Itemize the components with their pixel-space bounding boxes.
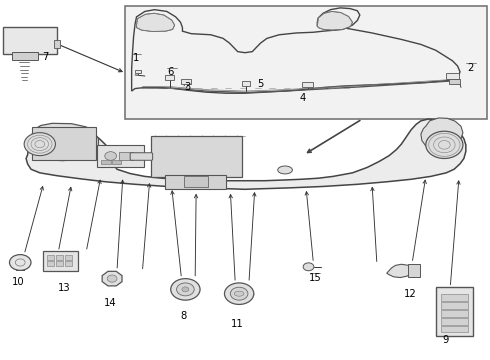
FancyBboxPatch shape bbox=[184, 176, 208, 187]
Text: 1: 1 bbox=[133, 53, 140, 63]
FancyBboxPatch shape bbox=[65, 255, 72, 260]
Polygon shape bbox=[421, 118, 463, 148]
FancyBboxPatch shape bbox=[97, 145, 144, 167]
FancyBboxPatch shape bbox=[120, 152, 133, 160]
FancyBboxPatch shape bbox=[441, 310, 468, 317]
FancyBboxPatch shape bbox=[165, 175, 226, 189]
FancyBboxPatch shape bbox=[125, 6, 487, 119]
Circle shape bbox=[105, 152, 117, 160]
FancyBboxPatch shape bbox=[441, 302, 468, 309]
FancyBboxPatch shape bbox=[54, 40, 60, 48]
Polygon shape bbox=[318, 12, 352, 30]
FancyBboxPatch shape bbox=[135, 70, 141, 73]
Polygon shape bbox=[102, 271, 122, 286]
FancyBboxPatch shape bbox=[47, 261, 54, 266]
FancyBboxPatch shape bbox=[436, 287, 473, 336]
FancyBboxPatch shape bbox=[441, 318, 468, 324]
Text: 12: 12 bbox=[404, 289, 416, 299]
Circle shape bbox=[171, 279, 200, 300]
FancyBboxPatch shape bbox=[165, 75, 174, 80]
Polygon shape bbox=[137, 13, 174, 32]
FancyBboxPatch shape bbox=[65, 261, 72, 266]
Polygon shape bbox=[387, 264, 412, 278]
Text: 4: 4 bbox=[299, 93, 306, 103]
FancyBboxPatch shape bbox=[56, 255, 63, 260]
Text: 6: 6 bbox=[168, 67, 174, 77]
Text: 9: 9 bbox=[442, 334, 448, 345]
FancyBboxPatch shape bbox=[3, 27, 57, 54]
FancyBboxPatch shape bbox=[441, 294, 468, 301]
Text: 15: 15 bbox=[309, 273, 321, 283]
Text: 7: 7 bbox=[43, 52, 49, 62]
FancyBboxPatch shape bbox=[130, 153, 153, 160]
Text: 2: 2 bbox=[467, 63, 474, 73]
Circle shape bbox=[176, 283, 194, 296]
Text: 11: 11 bbox=[231, 319, 244, 329]
Ellipse shape bbox=[278, 166, 293, 174]
FancyBboxPatch shape bbox=[242, 81, 250, 86]
Circle shape bbox=[24, 133, 55, 156]
FancyBboxPatch shape bbox=[32, 127, 97, 159]
Circle shape bbox=[224, 283, 254, 305]
Circle shape bbox=[9, 255, 31, 270]
Text: 13: 13 bbox=[58, 283, 71, 293]
Text: 10: 10 bbox=[11, 277, 24, 287]
Text: 8: 8 bbox=[181, 311, 187, 321]
FancyBboxPatch shape bbox=[151, 136, 242, 177]
Polygon shape bbox=[29, 123, 98, 161]
FancyBboxPatch shape bbox=[408, 264, 420, 277]
Ellipse shape bbox=[234, 291, 244, 296]
FancyBboxPatch shape bbox=[101, 160, 111, 164]
FancyBboxPatch shape bbox=[181, 79, 191, 84]
FancyBboxPatch shape bbox=[302, 82, 313, 87]
Circle shape bbox=[303, 263, 314, 271]
Circle shape bbox=[230, 287, 248, 300]
FancyBboxPatch shape bbox=[56, 261, 63, 266]
Circle shape bbox=[426, 131, 463, 158]
Text: 14: 14 bbox=[104, 298, 117, 308]
Circle shape bbox=[107, 275, 117, 282]
Polygon shape bbox=[26, 119, 466, 189]
FancyBboxPatch shape bbox=[112, 160, 122, 164]
FancyBboxPatch shape bbox=[12, 51, 38, 59]
Circle shape bbox=[182, 287, 189, 292]
Text: 3: 3 bbox=[184, 82, 191, 92]
FancyBboxPatch shape bbox=[446, 73, 459, 79]
FancyBboxPatch shape bbox=[47, 255, 54, 260]
FancyBboxPatch shape bbox=[449, 79, 460, 84]
Text: 5: 5 bbox=[257, 79, 264, 89]
FancyBboxPatch shape bbox=[441, 326, 468, 332]
FancyBboxPatch shape bbox=[43, 251, 78, 271]
